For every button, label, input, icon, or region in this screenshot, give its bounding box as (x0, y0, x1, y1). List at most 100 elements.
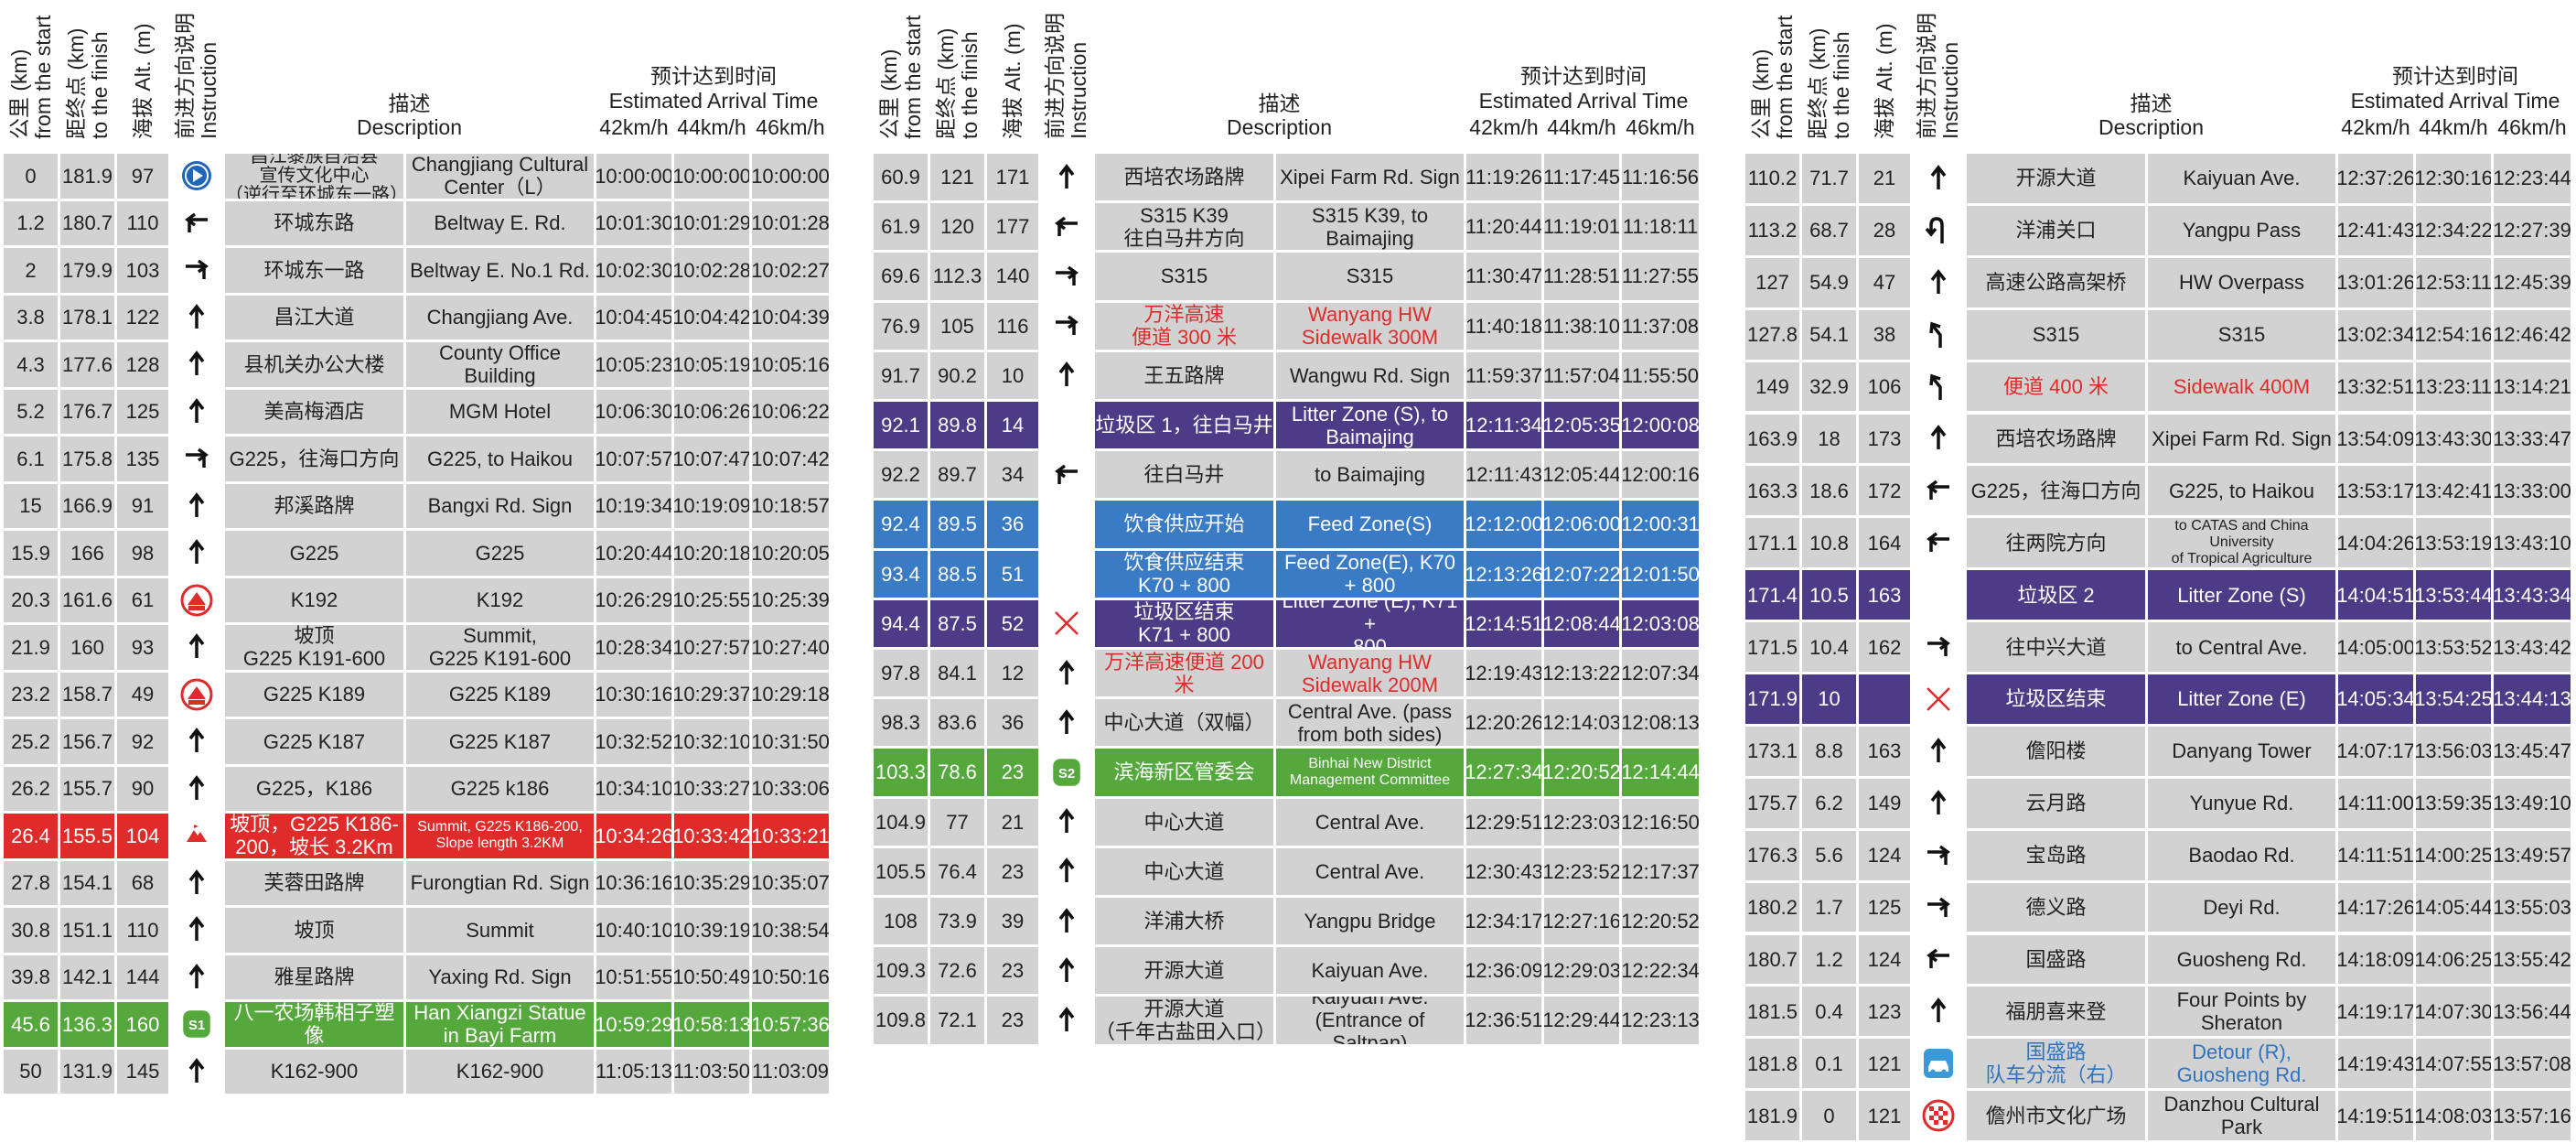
table-row: 127 54.9 47 高速公路高架桥 HW Overpass 13:01:26 12:53… (1745, 257, 2572, 310)
altitude: 144 (117, 954, 168, 999)
eta-44kmh: 11:19:01 (1544, 203, 1619, 251)
km-to-finish: 8.8 (1802, 726, 1856, 776)
km-from-start: 103.3 (874, 749, 928, 796)
eta-46kmh: 13:14:21 (2494, 361, 2571, 412)
altitude: 92 (117, 719, 168, 764)
table-row: 181.9 0 121 儋州市文化广场 Danzhou Cultural Park 14:… (1745, 1091, 2572, 1143)
instruction-cell (1913, 257, 1964, 307)
altitude: 97 (117, 154, 168, 199)
instruction-cell (1913, 466, 1964, 516)
eta-44kmh: 13:54:25 (2416, 674, 2491, 724)
sprint-s1-icon: S1 (180, 1008, 213, 1041)
table-row: 1.2 180.7 110 环城东路 Beltway E. Rd. 10:01:30 10:… (4, 200, 831, 249)
km-from-start: 176.3 (1745, 830, 1799, 880)
eta-46kmh: 10:35:07 (752, 860, 829, 905)
eta-44kmh: 12:34:22 (2416, 205, 2491, 255)
turn-left-icon (1050, 458, 1083, 491)
description-en: Guosheng Rd. (2148, 934, 2335, 985)
eta-42kmh: 12:20:26 (1466, 699, 1541, 747)
eta-42kmh: 11:20:44 (1466, 203, 1541, 251)
description-cn: 儋州市文化广场 (1967, 1091, 2145, 1141)
header-eta: 预计达到时间 Estimated Arrival Time (596, 64, 831, 113)
description-en: Han Xiangzi Statue in Bayi Farm (406, 1002, 594, 1047)
table-row: 0 181.9 97 昌江黎族自治县 宣传文化中心 （逆行至环城东一路） Changji… (4, 154, 831, 201)
km-to-finish: 54.9 (1802, 257, 1856, 307)
description-cn: 县机关办公大楼 (225, 342, 403, 387)
description-cn: 芙蓉田路牌 (225, 860, 403, 905)
turn-right-icon (1922, 891, 1955, 924)
climb-start-icon (180, 678, 213, 711)
km-to-finish: 77 (930, 798, 984, 846)
eta-42kmh: 10:04:45 (596, 295, 671, 340)
instruction-cell (171, 625, 222, 670)
description-en: Furongtian Rd. Sign (406, 860, 594, 905)
straight-icon (1050, 706, 1083, 739)
instruction-cell: S2 (1041, 749, 1092, 795)
eta-42kmh: 14:18:09 (2338, 934, 2413, 985)
header-speed2: 44km/h (677, 115, 746, 139)
header-instruction: 前进方向说明 Instruction (1913, 0, 1964, 139)
table-row: 109.8 72.1 23 开源大道 （千年古盐田入口） Kaiyuan Ave. (E… (874, 997, 1701, 1046)
description-cn: G225 (225, 531, 403, 576)
header-description-cn: 描述 (1258, 92, 1301, 115)
description-cn: 便道 400 米 (1967, 361, 2145, 412)
eta-46kmh: 13:43:42 (2494, 622, 2571, 672)
eta-42kmh: 11:19:26 (1466, 154, 1541, 201)
km-to-finish: 121 (930, 154, 984, 201)
description-cn: 洋浦关口 (1967, 205, 2145, 255)
straight-icon (180, 913, 213, 946)
eta-46kmh: 10:33:21 (752, 814, 829, 858)
table-row: 171.1 10.8 164 往两院方向 to CATAS and China Univ… (1745, 518, 2572, 570)
eta-44kmh: 12:20:52 (1544, 749, 1619, 796)
description-cn: 饮食供应结束 K70 + 800 (1095, 550, 1273, 598)
instruction-cell (1041, 203, 1092, 251)
km-from-start: 163.9 (1745, 414, 1799, 464)
description-en: Feed Zone(S) (1276, 501, 1464, 548)
description-cn: K192 (225, 577, 403, 622)
altitude: 177 (987, 203, 1038, 251)
turn-right-icon (1922, 631, 1955, 663)
turn-left-icon (1050, 210, 1083, 243)
eta-46kmh: 13:49:57 (2494, 830, 2571, 880)
eta-46kmh: 12:00:08 (1622, 402, 1699, 449)
description-cn: G225 K189 (225, 672, 403, 717)
description-en: Central Ave. (1276, 798, 1464, 846)
eta-42kmh: 11:05:13 (596, 1049, 671, 1094)
km-to-finish: 175.8 (60, 437, 114, 481)
sprint-s2-icon: S2 (1050, 756, 1083, 789)
eta-42kmh: 10:06:30 (596, 389, 671, 434)
description-en: Four Points by Sheraton (2148, 987, 2335, 1037)
eta-44kmh: 14:06:25 (2416, 934, 2491, 985)
km-to-finish: 154.1 (60, 860, 114, 905)
instruction-cell (1913, 570, 1964, 620)
straight-icon (180, 631, 213, 663)
km-from-start: 91.7 (874, 351, 928, 399)
description-cn: 国盛路 队车分流（右） (1967, 1039, 2145, 1089)
eta-46kmh: 10:05:16 (752, 342, 829, 387)
eta-44kmh: 12:29:44 (1544, 997, 1619, 1044)
eta-46kmh: 11:37:08 (1622, 302, 1699, 350)
description-en: Litter Zone (S) (2148, 570, 2335, 620)
header-instruction-label: 前进方向说明 Instruction (1043, 13, 1090, 139)
eta-44kmh: 14:00:25 (2416, 830, 2491, 880)
eta-42kmh: 12:36:51 (1466, 997, 1541, 1044)
km-from-start: 180.2 (1745, 882, 1799, 933)
km-from-start: 94.4 (874, 599, 928, 647)
table-row: 50 131.9 145 K162-900 K162-900 11:05:13 11:03:… (4, 1049, 831, 1097)
header-description: 描述 Description (1095, 92, 1464, 139)
km-from-start: 92.2 (874, 451, 928, 499)
eta-42kmh: 10:34:10 (596, 766, 671, 811)
description-cn: 垃圾区结束 K71 + 800 (1095, 599, 1273, 647)
table-row: 21.9 160 93 坡顶 G225 K191-600 Summit, G225 K1… (4, 625, 831, 673)
description-en: G225, to Haikou (2148, 466, 2335, 516)
instruction-cell (171, 766, 222, 811)
altitude: 23 (987, 947, 1038, 995)
eta-46kmh: 12:20:52 (1622, 898, 1699, 945)
eta-46kmh: 13:56:44 (2494, 987, 2571, 1037)
eta-46kmh: 13:57:08 (2494, 1039, 2571, 1089)
eta-42kmh: 11:40:18 (1466, 302, 1541, 350)
eta-42kmh: 12:11:34 (1466, 402, 1541, 449)
eta-44kmh: 13:56:03 (2416, 726, 2491, 776)
km-from-start: 15 (4, 483, 58, 528)
header-description-cn: 描述 (388, 92, 431, 115)
